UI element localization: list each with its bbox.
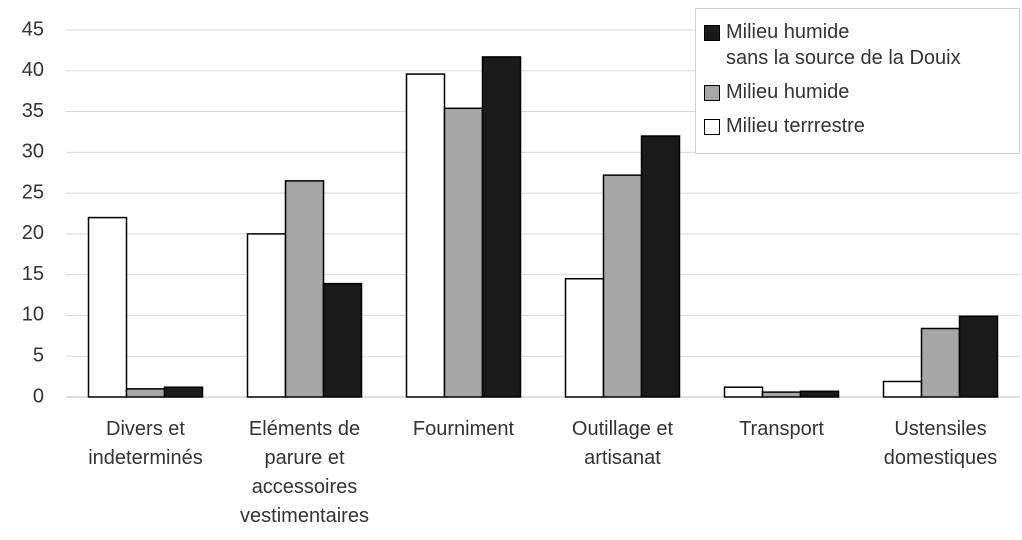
bar — [920, 327, 961, 398]
legend-swatch — [704, 25, 720, 41]
bar — [602, 174, 643, 398]
y-tick-label: 10 — [22, 304, 44, 326]
bar — [564, 277, 605, 398]
y-tick-label: 40 — [22, 59, 44, 81]
legend-swatch — [704, 119, 720, 135]
legend-label: Milieu humide — [726, 81, 850, 103]
x-tick-label: Eléments de parure et accessoires vestim… — [240, 418, 369, 527]
legend-item: Milieu humide — [704, 79, 1011, 105]
y-tick-label: 45 — [22, 18, 44, 40]
bar — [723, 386, 764, 398]
y-tick-label: 15 — [22, 263, 44, 285]
bar — [481, 56, 522, 398]
bar — [405, 73, 446, 398]
y-tick-label: 30 — [22, 141, 44, 163]
legend-swatch — [704, 85, 720, 101]
bar — [87, 216, 128, 398]
x-tick-label: Transport — [739, 418, 824, 440]
legend-item: Milieu terrrestre — [704, 113, 1011, 139]
y-tick-label: 25 — [22, 181, 44, 203]
bar — [284, 180, 325, 398]
bar — [322, 282, 363, 398]
y-tick-label: 0 — [33, 385, 44, 407]
y-tick-label: 5 — [33, 345, 44, 367]
bar — [882, 380, 923, 398]
bar — [443, 107, 484, 398]
legend-label: Milieu terrrestre — [726, 115, 865, 137]
x-tick-label: Fourniment — [412, 418, 515, 440]
legend-item: Milieu humide sans la source de la Douix — [704, 19, 1011, 71]
bar — [799, 390, 840, 398]
legend-label: Milieu humide sans la source de la Douix — [726, 21, 961, 69]
bar — [246, 233, 287, 398]
legend: Milieu humide sans la source de la Douix… — [695, 8, 1020, 154]
x-tick-label: Outillage et artisanat — [571, 418, 674, 469]
bar — [761, 391, 802, 398]
y-tick-label: 35 — [22, 100, 44, 122]
bar — [958, 315, 999, 398]
bar — [640, 135, 681, 398]
bar — [125, 388, 166, 398]
bar — [163, 386, 204, 398]
x-tick-label: Ustensiles domestiques — [883, 418, 998, 469]
y-tick-label: 20 — [22, 222, 44, 244]
x-tick-label: Divers et indeterminés — [88, 418, 203, 469]
